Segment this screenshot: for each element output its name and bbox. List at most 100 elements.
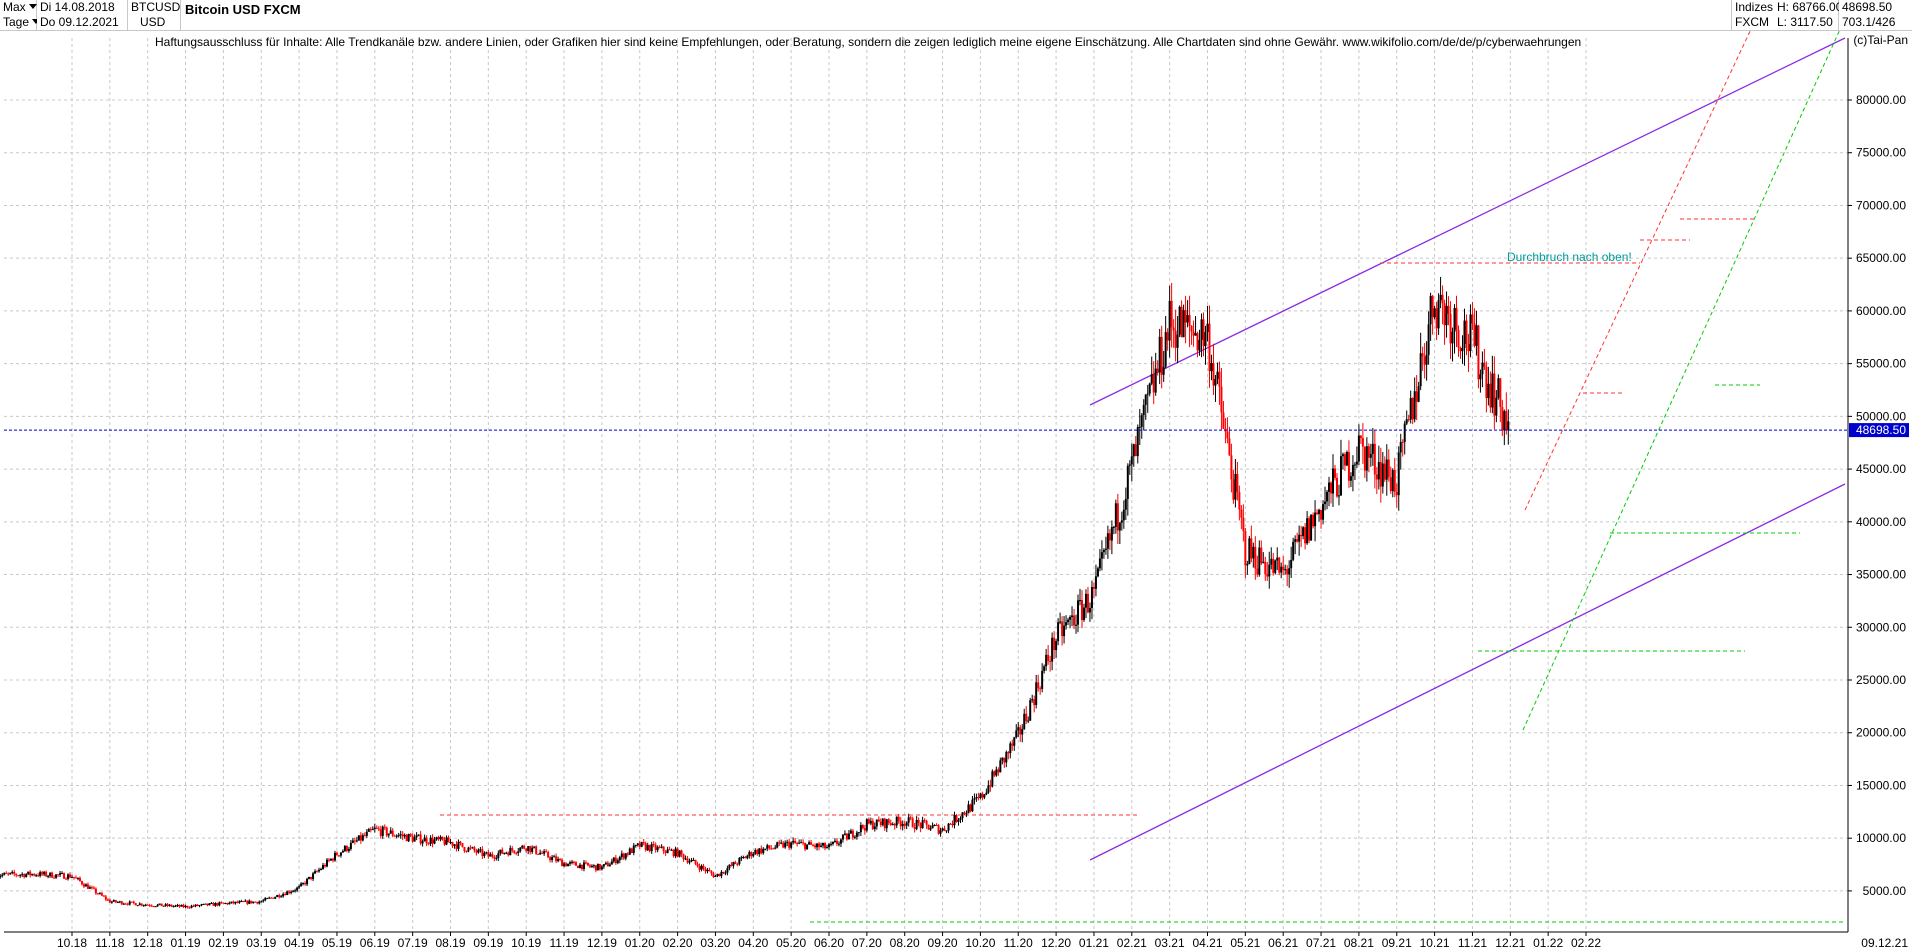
candle-body — [1417, 386, 1420, 402]
candle-body — [1501, 406, 1504, 431]
candle-body — [628, 848, 631, 855]
candle-body — [1194, 333, 1197, 336]
candle-body — [497, 853, 500, 859]
candle-body — [23, 874, 26, 878]
candle-body — [758, 848, 761, 855]
disclaimer-text: Haftungsausschluss für Inhalte: Alle Tre… — [155, 35, 1582, 49]
candle-body — [451, 842, 454, 846]
candle-body — [174, 905, 177, 907]
candle-body — [618, 857, 621, 861]
candle-body — [333, 852, 336, 861]
title-cell: Bitcoin USD FXCM — [181, 0, 1731, 31]
candle-body — [242, 901, 245, 903]
candle-body — [646, 844, 649, 851]
candle-body — [555, 856, 558, 862]
candle-body — [453, 844, 456, 846]
candle-body — [1106, 533, 1109, 549]
candle-body — [1435, 308, 1438, 329]
candle-body — [1463, 320, 1466, 349]
candle-body — [341, 850, 344, 853]
candle-body — [622, 853, 625, 859]
candle-body — [1158, 336, 1161, 373]
candle-body — [316, 871, 319, 873]
candle-body — [71, 876, 73, 878]
candle-body — [1252, 546, 1255, 559]
candle-body — [718, 873, 721, 877]
candle-body — [1365, 446, 1368, 471]
candle-body — [1270, 558, 1273, 565]
candle-body — [1401, 441, 1404, 443]
candle-body — [59, 873, 62, 875]
candle-body — [1019, 727, 1022, 735]
candle-body — [754, 849, 757, 854]
candle-body — [594, 865, 597, 871]
candle-body — [409, 834, 412, 837]
candle-body — [602, 864, 605, 867]
candle-body — [439, 836, 442, 840]
candle-body — [39, 872, 42, 876]
candle-body — [367, 829, 370, 832]
x-tick-label: 06.19 — [360, 936, 390, 950]
candle-body — [608, 864, 611, 867]
candle-body — [682, 854, 685, 860]
candle-body — [286, 891, 289, 896]
candle-body — [1369, 453, 1372, 458]
candle-body — [1266, 573, 1269, 577]
candle-body — [294, 890, 297, 892]
chevron-down-icon[interactable] — [32, 19, 41, 24]
candle-body — [1389, 477, 1392, 492]
candle-body — [1467, 343, 1470, 352]
candle-body — [760, 848, 763, 854]
x-tick-label: 06.20 — [814, 936, 844, 950]
candle-body — [306, 878, 309, 885]
candle-body — [899, 821, 902, 827]
candle-body — [814, 845, 817, 848]
candle-body — [1431, 295, 1434, 318]
candle-body — [1162, 366, 1165, 375]
candle-body — [744, 857, 747, 859]
candle-body — [292, 890, 295, 892]
candle-body — [258, 901, 261, 904]
candle-body — [596, 863, 599, 871]
candle-body — [511, 848, 514, 851]
candle-body — [1294, 539, 1297, 542]
candle-body — [857, 832, 860, 834]
candle-body — [766, 845, 769, 849]
candlestick-series — [0, 276, 1510, 909]
candle-body — [680, 850, 683, 855]
candle-body — [660, 846, 663, 848]
candle-body — [826, 847, 829, 849]
candle-body — [310, 876, 313, 879]
candle-body — [312, 873, 315, 879]
candle-body — [1244, 530, 1247, 566]
candle-body — [1483, 362, 1486, 367]
candle-body — [260, 901, 263, 903]
candle-body — [1156, 368, 1159, 373]
candle-body — [184, 905, 187, 908]
candle-body — [1282, 566, 1285, 571]
interval-mode-label[interactable]: Tage — [3, 15, 30, 29]
candle-body — [1465, 320, 1468, 344]
range-selector[interactable]: Max Tage — [0, 0, 41, 31]
candle-body — [790, 842, 793, 848]
candle-body — [148, 904, 151, 906]
candle-body — [264, 898, 267, 901]
candle-body — [1391, 469, 1394, 492]
candle-body — [1407, 419, 1410, 421]
candle-body — [1453, 307, 1456, 332]
candle-body — [1192, 331, 1195, 336]
candle-body — [423, 837, 426, 842]
candle-body — [170, 904, 173, 907]
candle-body — [1031, 699, 1034, 701]
candle-body — [539, 852, 542, 855]
candle-body — [300, 883, 303, 887]
chevron-down-icon[interactable] — [28, 4, 37, 9]
candle-body — [1134, 444, 1137, 457]
candle-body — [1041, 670, 1044, 689]
candle-body — [154, 906, 157, 908]
candle-body — [883, 818, 886, 829]
candle-body — [995, 769, 998, 776]
candle-body — [186, 905, 189, 908]
range-mode-label[interactable]: Max — [3, 0, 26, 14]
